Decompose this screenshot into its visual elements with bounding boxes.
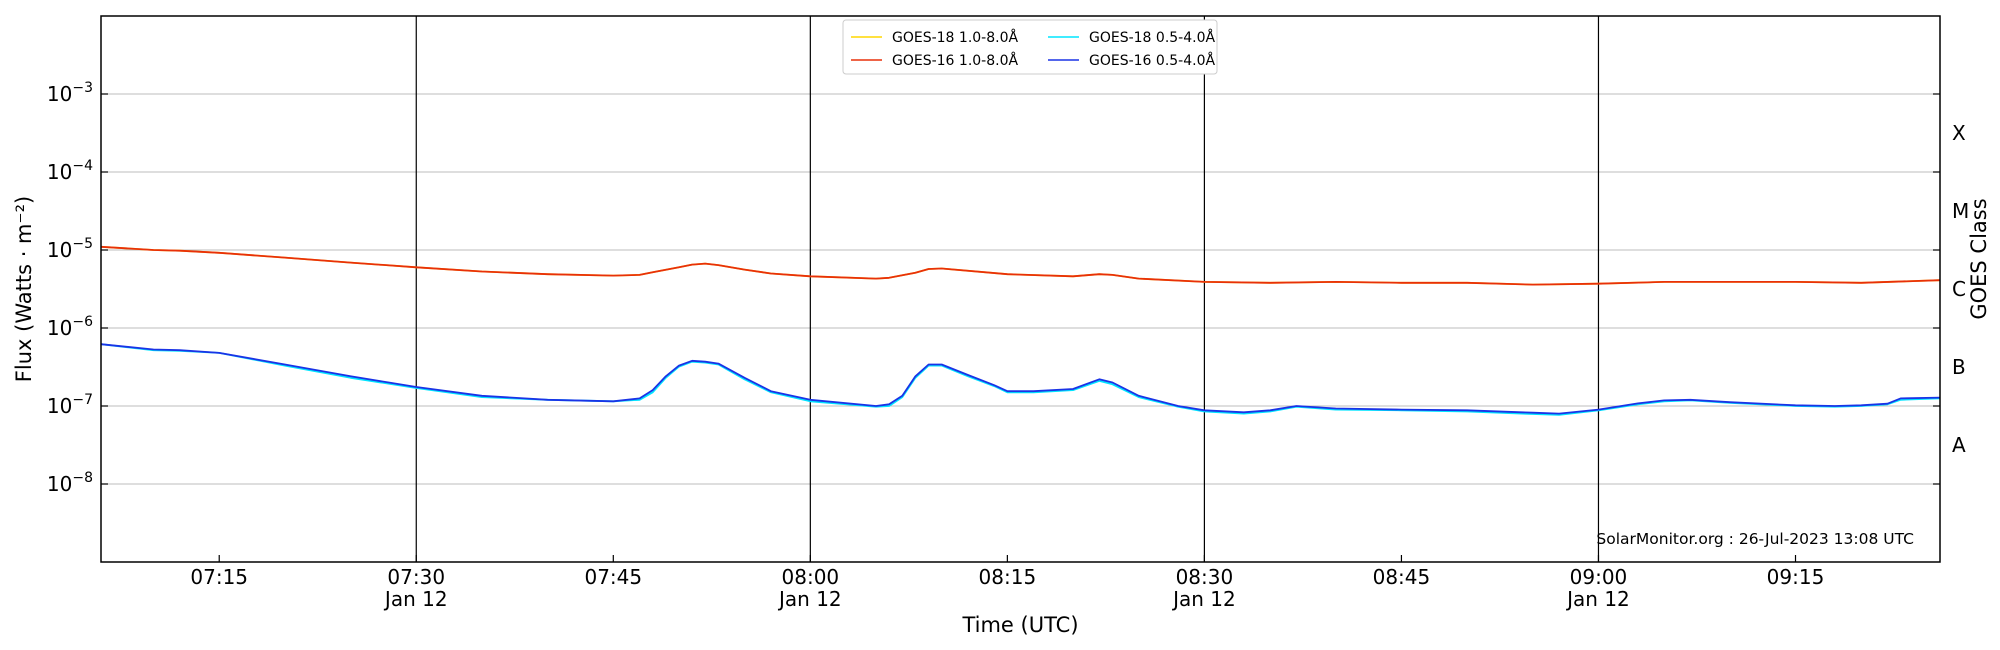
y-axis-title: Flux (Watts · m⁻²) [12, 196, 36, 382]
credit-annotation: SolarMonitor.org : 26-Jul-2023 13:08 UTC [1596, 530, 1914, 548]
y-tick-label: 10−3 [47, 80, 93, 106]
y-tick-label: 10−6 [47, 314, 93, 340]
legend-label: GOES-18 0.5-4.0Å [1089, 29, 1215, 46]
x-tick-label: 07:15 [190, 565, 248, 589]
legend-label: GOES-16 1.0-8.0Å [892, 52, 1018, 69]
series-layer [100, 245, 1941, 416]
legend-label: GOES-16 0.5-4.0Å [1089, 52, 1215, 69]
goes-class-label: C [1952, 277, 1966, 301]
goes-class-labels: X M C B A [1952, 121, 1969, 457]
legend: GOES-18 1.0-8.0Å GOES-18 0.5-4.0Å GOES-16 … [842, 19, 1218, 75]
y-tick-label: 10−5 [47, 236, 93, 262]
y-tick-label: 10−8 [47, 470, 93, 496]
goes-class-label: X [1952, 121, 1966, 145]
goes-class-label: A [1952, 433, 1966, 457]
x-tick-sublabel: Jan 12 [1565, 587, 1630, 611]
series-line-1 [100, 245, 1941, 286]
x-axis-title: Time (UTC) [961, 613, 1078, 637]
y-tick-label: 10−4 [47, 158, 93, 184]
x-tick-label: 07:45 [584, 565, 642, 589]
series-line-3 [100, 343, 1941, 416]
legend-label: GOES-18 1.0-8.0Å [892, 29, 1018, 46]
x-tick-sublabel: Jan 12 [383, 587, 448, 611]
plot-frame [100, 15, 1941, 563]
goes-class-label: M [1952, 199, 1969, 223]
grid-layer [101, 93, 1940, 485]
series-line-2 [100, 245, 1941, 286]
vline-layer [415, 16, 1600, 562]
series-line-4 [100, 343, 1941, 415]
x-tick-sublabel: Jan 12 [1171, 587, 1236, 611]
legend-box [842, 19, 1218, 75]
x-tick-label: 09:15 [1767, 565, 1825, 589]
x-tick-label: 09:00 [1570, 565, 1628, 589]
x-tick-label: 08:30 [1176, 565, 1234, 589]
right-axis-title: GOES Class [1967, 198, 1991, 319]
x-tick-label: 07:30 [387, 565, 445, 589]
y-axis-ticks: 10−3 10−4 10−5 10−6 10−7 10−8 [47, 80, 1940, 496]
y-tick-label: 10−7 [47, 392, 93, 418]
x-tick-label: 08:15 [979, 565, 1037, 589]
x-tick-sublabel: Jan 12 [777, 587, 842, 611]
goes-class-label: B [1952, 355, 1966, 379]
x-tick-label: 08:00 [782, 565, 840, 589]
x-tick-label: 08:45 [1373, 565, 1431, 589]
